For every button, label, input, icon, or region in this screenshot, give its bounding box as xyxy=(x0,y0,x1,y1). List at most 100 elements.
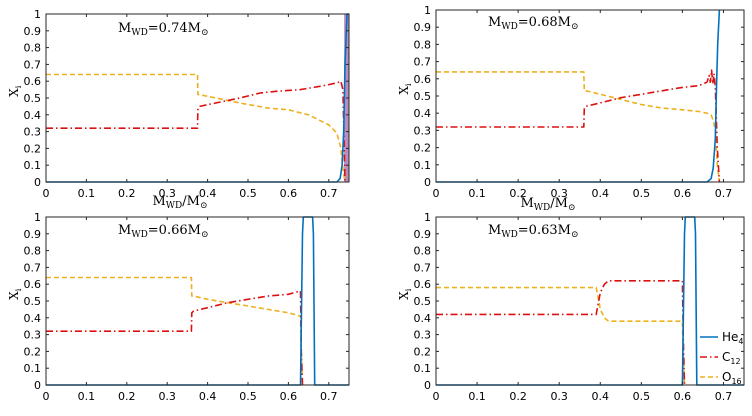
y-axis-label: Xi xyxy=(7,85,23,97)
y-tick-label: 0.3 xyxy=(414,124,432,137)
x-tick-label: 0.4 xyxy=(592,187,610,200)
y-tick-label: 0.9 xyxy=(414,228,432,241)
y-tick-label: 0.2 xyxy=(24,345,42,358)
plot-frame xyxy=(435,9,745,183)
y-tick-label: 0 xyxy=(424,379,431,392)
y-axis-label: Xi xyxy=(7,288,23,300)
plot-frame xyxy=(45,13,350,183)
x-tick-label: 0.7 xyxy=(715,390,733,403)
chart-panel-3: 0 0.1 0.2 0.3 0.4 0.5 0.6 0.7 0 0.1 0.2 0.3 0.4 0.5 0.… xyxy=(7,211,350,403)
y-tick-label: 0.5 xyxy=(414,90,432,103)
y-tick-label: 0.7 xyxy=(414,56,432,69)
y-tick-label: 0.6 xyxy=(414,278,432,291)
series-line-C12 xyxy=(46,80,346,183)
y-tick-label: 0.1 xyxy=(414,159,432,172)
x-tick-label: 0.1 xyxy=(78,390,96,403)
x-tick-label: 0 xyxy=(433,390,440,403)
x-tick-label: 0.2 xyxy=(509,187,527,200)
x-tick-label: 0.3 xyxy=(550,390,568,403)
y-tick-label: 0 xyxy=(34,379,41,392)
x-tick-label: 0.5 xyxy=(239,187,257,200)
x-tick-label: 0.6 xyxy=(280,390,298,403)
panel-title: MWD=0.66M⊙ xyxy=(118,223,208,240)
chart-panel-2: 0 0.1 0.2 0.3 0.4 0.5 0.6 0.7 0 0.1 0.2 0.3 0.4 0.5 0.… xyxy=(397,4,745,213)
series-line-He4 xyxy=(436,216,744,386)
legend: He4 C12 O16 xyxy=(700,330,744,386)
y-tick-label: 0.8 xyxy=(414,38,432,51)
x-tick-label: 0.4 xyxy=(199,390,217,403)
x-tick-label: 0.3 xyxy=(550,187,568,200)
series-line-C12 xyxy=(436,279,686,386)
y-tick-label: 0.7 xyxy=(24,58,42,71)
x-tick-label: 0.4 xyxy=(199,187,217,200)
y-tick-label: 0.9 xyxy=(414,21,432,34)
x-tick-label: 0.2 xyxy=(118,187,136,200)
x-tick-label: 0.2 xyxy=(118,390,136,403)
x-axis-label: MWD/M⊙ xyxy=(520,196,575,213)
y-tick-label: 0.6 xyxy=(24,75,42,88)
plot-frame xyxy=(435,216,745,386)
y-tick-label: 0.5 xyxy=(24,295,42,308)
x-tick-label: 0.1 xyxy=(468,187,486,200)
y-tick-label: 0.3 xyxy=(24,126,42,139)
x-tick-label: 0.6 xyxy=(674,187,692,200)
y-tick-label: 0.9 xyxy=(24,228,42,241)
chart-panel-1: 0 0.1 0.2 0.3 0.4 0.5 0.6 0.7 0 0.1 0.2 0.3 0.4 0.5 0.… xyxy=(7,8,350,211)
x-tick-label: 0.2 xyxy=(509,390,527,403)
series-line-He4 xyxy=(46,13,349,183)
x-tick-label: 0.7 xyxy=(320,390,338,403)
y-tick-label: 0 xyxy=(424,176,431,189)
y-tick-label: 0.1 xyxy=(414,362,432,375)
y-tick-label: 0.2 xyxy=(414,345,432,358)
plot-frame xyxy=(45,216,350,386)
x-tick-label: 0.1 xyxy=(468,390,486,403)
series-line-C12 xyxy=(46,290,304,386)
series-line-O16 xyxy=(46,73,346,183)
x-tick-label: 0.5 xyxy=(633,390,651,403)
series-line-O16 xyxy=(436,71,721,183)
y-tick-label: 0.6 xyxy=(24,278,42,291)
panel-title: MWD=0.63M⊙ xyxy=(488,223,578,240)
y-axis-label: Xi xyxy=(397,83,413,95)
series-line-He4 xyxy=(436,9,721,183)
y-tick-label: 0.3 xyxy=(24,329,42,342)
y-tick-label: 0.4 xyxy=(24,109,42,122)
panel-title: MWD=0.74M⊙ xyxy=(118,21,208,38)
y-tick-label: 1 xyxy=(34,8,41,21)
y-tick-label: 0.2 xyxy=(24,142,42,155)
legend-label-He4: He4 xyxy=(722,330,744,346)
y-tick-label: 0.4 xyxy=(414,107,432,120)
y-tick-label: 0.8 xyxy=(414,245,432,258)
x-tick-label: 0 xyxy=(43,187,50,200)
chart-panel-4: 0 0.1 0.2 0.3 0.4 0.5 0.6 0.7 0 0.1 0.2 0.3 0.4 0.5 0.… xyxy=(397,211,745,403)
x-tick-label: 0.3 xyxy=(158,187,176,200)
y-tick-label: 0.2 xyxy=(414,142,432,155)
y-tick-label: 0.4 xyxy=(414,312,432,325)
y-tick-label: 0.8 xyxy=(24,42,42,55)
x-tick-label: 0.6 xyxy=(280,187,298,200)
x-tick-label: 0.6 xyxy=(674,390,692,403)
y-tick-label: 1 xyxy=(424,4,431,17)
x-tick-label: 0.5 xyxy=(633,187,651,200)
x-tick-label: 0.7 xyxy=(320,187,338,200)
x-axis-label: MWD/M⊙ xyxy=(152,194,207,211)
series-line-O16 xyxy=(46,276,304,386)
series-line-O16 xyxy=(436,286,686,386)
y-tick-label: 0.1 xyxy=(24,362,42,375)
series-line-C12 xyxy=(436,69,721,183)
y-tick-label: 0.3 xyxy=(414,329,432,342)
x-tick-label: 0 xyxy=(433,187,440,200)
x-tick-label: 0.7 xyxy=(715,187,733,200)
y-tick-label: 1 xyxy=(34,211,41,224)
y-tick-label: 0 xyxy=(34,176,41,189)
y-tick-label: 0.7 xyxy=(414,261,432,274)
x-tick-label: 0.4 xyxy=(592,390,610,403)
y-tick-label: 0.1 xyxy=(24,159,42,172)
y-tick-label: 0.4 xyxy=(24,312,42,325)
y-tick-label: 0.9 xyxy=(24,25,42,38)
legend-label-C12: C12 xyxy=(722,350,741,366)
y-tick-label: 1 xyxy=(424,211,431,224)
legend-label-O16: O16 xyxy=(722,370,742,386)
x-tick-label: 0 xyxy=(43,390,50,403)
